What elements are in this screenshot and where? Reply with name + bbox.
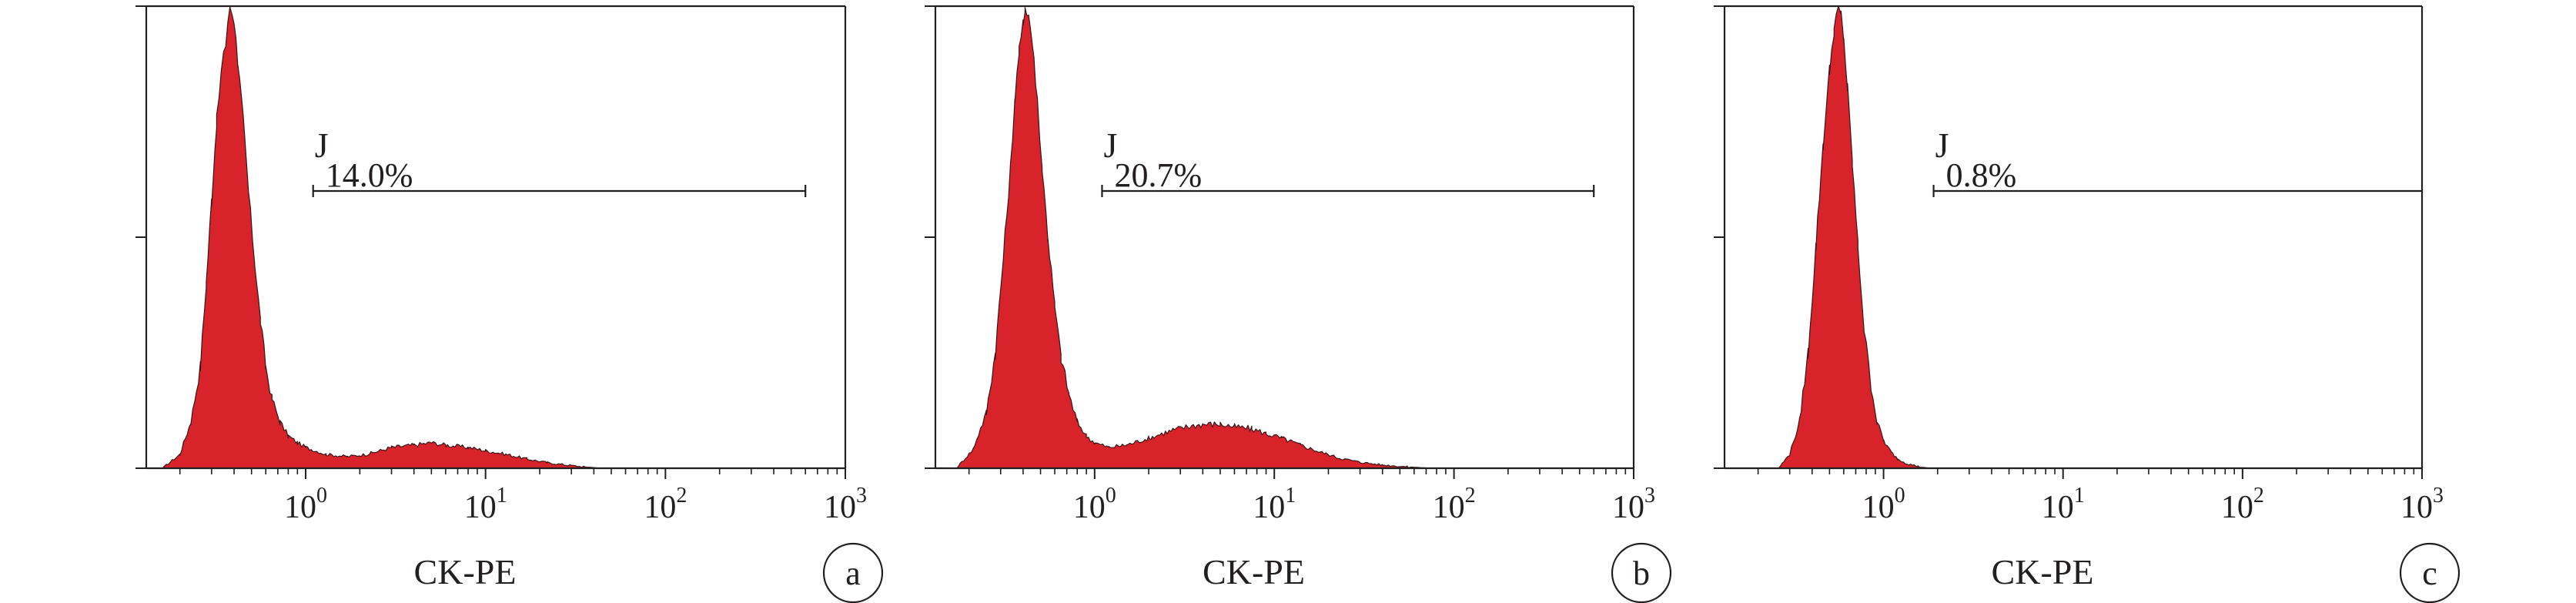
gate-percent: 20.7%: [1114, 156, 1202, 194]
panel-label-circle: [1611, 542, 1672, 603]
x-axis-label: CK-PE: [1203, 552, 1305, 591]
panel-label-circle: [2399, 542, 2461, 603]
x-tick-label: 101: [464, 484, 507, 525]
x-tick-label: 103: [1612, 484, 1655, 525]
x-tick-label: 103: [824, 484, 867, 525]
gate-percent: 14.0%: [326, 156, 413, 194]
histogram-panel-b: 100 101 102 103 CK-PE b J20.7%: [925, 5, 1672, 603]
gate-name: J: [1103, 126, 1117, 165]
x-tick-label: 101: [2042, 484, 2085, 525]
histogram-area: [955, 7, 1432, 469]
panel-label: c: [2422, 554, 2437, 592]
x-tick-label: 102: [644, 484, 687, 525]
x-tick-label: 101: [1253, 484, 1296, 525]
histogram-panel-c: 100 101 102 103 CK-PE c J0.8%: [1714, 5, 2461, 603]
histogram-panel-a: 100 101 102 103 CK-PE a J14.0%: [135, 5, 884, 603]
gate-percent: 0.8%: [1946, 156, 2017, 194]
x-tick-label: 103: [2400, 484, 2444, 525]
x-tick-label: 102: [1433, 484, 1476, 525]
x-axis-label: CK-PE: [414, 552, 517, 591]
histogram-area: [1778, 5, 1930, 469]
panel-label: b: [1633, 554, 1650, 592]
panel-label: a: [845, 554, 861, 592]
x-tick-label: 100: [1862, 484, 1905, 525]
x-tick-label: 100: [1073, 484, 1116, 525]
histogram-area: [162, 5, 604, 469]
gate-name: J: [1935, 126, 1949, 165]
x-axis-label: CK-PE: [1992, 552, 2094, 591]
panel-label-circle: [822, 542, 884, 603]
gate-name: J: [315, 126, 329, 165]
x-tick-label: 102: [2221, 484, 2264, 525]
x-tick-label: 100: [284, 484, 327, 525]
